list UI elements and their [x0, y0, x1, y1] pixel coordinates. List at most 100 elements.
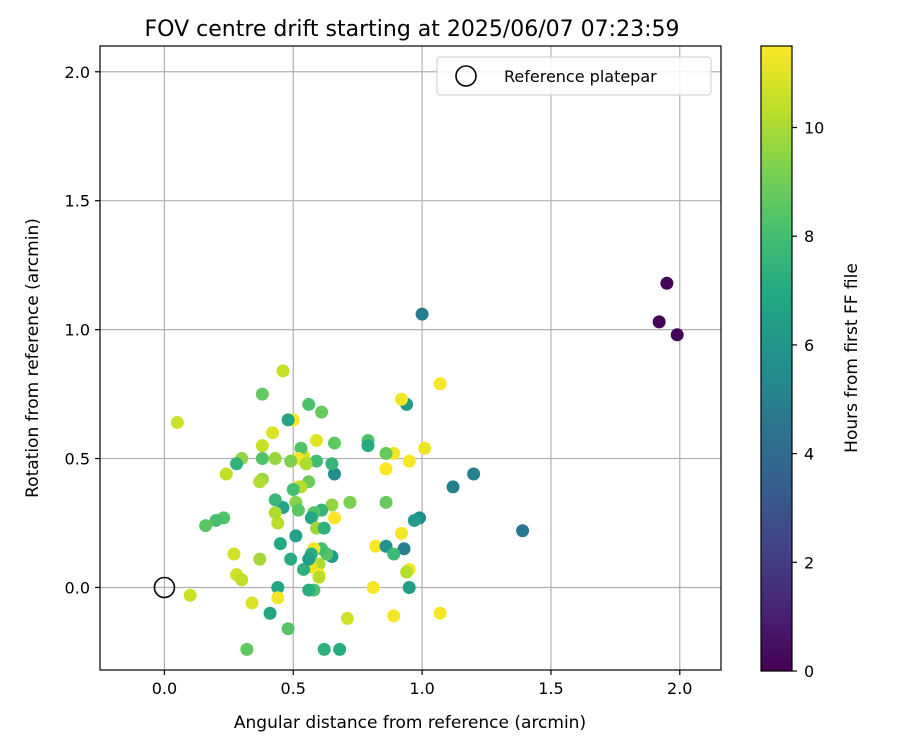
colorbar-tick-label: 2	[804, 553, 814, 572]
x-tick-label: 0.0	[152, 679, 177, 698]
data-point	[433, 606, 447, 620]
data-point	[255, 439, 269, 453]
plot-frame	[99, 45, 722, 671]
data-points	[170, 276, 684, 656]
data-point	[281, 413, 295, 427]
colorbar	[760, 45, 793, 672]
data-point	[209, 513, 223, 527]
data-point	[286, 483, 300, 497]
y-tick-label: 2.0	[65, 63, 90, 82]
data-point	[255, 387, 269, 401]
data-point	[199, 519, 213, 533]
data-point	[333, 642, 347, 656]
data-point	[294, 441, 308, 455]
data-point	[268, 452, 282, 466]
chart-title: FOV centre drift starting at 2025/06/07 …	[145, 17, 680, 42]
data-point	[302, 397, 316, 411]
data-point	[407, 513, 421, 527]
colorbar-tick-label: 0	[804, 662, 814, 681]
data-point	[325, 498, 339, 512]
data-point	[379, 446, 393, 460]
data-point	[219, 467, 233, 481]
data-point	[235, 573, 249, 587]
data-point	[397, 542, 411, 556]
data-point	[387, 609, 401, 623]
legend-label: Reference platepar	[504, 67, 657, 86]
data-point	[276, 364, 290, 378]
data-point	[361, 439, 375, 453]
data-point	[670, 328, 684, 342]
data-point	[268, 493, 282, 507]
data-point	[253, 552, 267, 566]
data-point	[271, 591, 285, 605]
data-point	[309, 434, 323, 448]
data-point	[400, 565, 414, 579]
data-point	[284, 454, 298, 468]
y-tick-label: 0.5	[65, 450, 90, 469]
colorbar-tick-label: 8	[804, 227, 814, 246]
data-point	[299, 457, 313, 471]
colorbar-tick-label: 10	[804, 119, 824, 138]
data-point	[240, 642, 254, 656]
data-point	[281, 622, 295, 636]
data-point	[402, 454, 416, 468]
data-point	[245, 596, 259, 610]
data-point	[291, 503, 305, 517]
x-axis-label: Angular distance from reference (arcmin)	[234, 713, 586, 733]
data-point	[394, 526, 408, 540]
data-point	[317, 642, 331, 656]
data-point	[446, 480, 460, 494]
data-point	[467, 467, 481, 481]
data-point	[340, 611, 354, 625]
data-point	[227, 547, 241, 561]
data-point	[302, 552, 316, 566]
data-point	[170, 415, 184, 429]
data-point	[266, 426, 280, 440]
data-point	[379, 495, 393, 509]
legend-marker-icon	[455, 65, 477, 87]
data-point	[268, 506, 282, 520]
reference-platepar-marker	[153, 576, 176, 599]
data-point	[379, 462, 393, 476]
data-point	[516, 524, 530, 538]
data-point	[317, 521, 331, 535]
data-point	[255, 452, 269, 466]
colorbar-tick-label: 6	[804, 336, 814, 355]
data-point	[394, 392, 408, 406]
data-point	[253, 475, 267, 489]
x-tick-label: 2.0	[667, 679, 692, 698]
data-point	[327, 511, 341, 525]
x-tick-label: 0.5	[281, 679, 306, 698]
data-point	[271, 516, 285, 530]
data-point	[327, 467, 341, 481]
data-point	[387, 547, 401, 561]
data-point	[309, 454, 323, 468]
data-point	[273, 537, 287, 551]
data-point	[263, 606, 277, 620]
data-point	[315, 405, 329, 419]
data-point	[312, 570, 326, 584]
data-point	[418, 441, 432, 455]
data-point	[402, 580, 416, 594]
data-point	[271, 580, 285, 594]
y-axis-label: Rotation from reference (arcmin)	[23, 218, 43, 498]
data-point	[433, 377, 447, 391]
data-point	[325, 457, 339, 471]
colorbar-tick-label: 4	[804, 445, 814, 464]
axis-ticks: 0.0 0.5 1.0 1.5 2.0 0.0 0.5 1.0 1.5 2.0	[65, 63, 693, 698]
data-point	[304, 511, 318, 525]
data-point	[327, 436, 341, 450]
y-tick-label: 1.0	[65, 321, 90, 340]
colorbar-label: Hours from first FF file	[842, 263, 862, 453]
data-point	[302, 583, 316, 597]
data-point	[366, 580, 380, 594]
data-point	[415, 307, 429, 321]
data-point	[183, 588, 197, 602]
colorbar-ticks: 0 2 4 6 8 10	[792, 119, 824, 681]
data-point	[343, 495, 357, 509]
data-point	[297, 562, 311, 576]
x-tick-label: 1.0	[409, 679, 434, 698]
y-tick-label: 0.0	[65, 578, 90, 597]
data-point	[652, 315, 666, 329]
